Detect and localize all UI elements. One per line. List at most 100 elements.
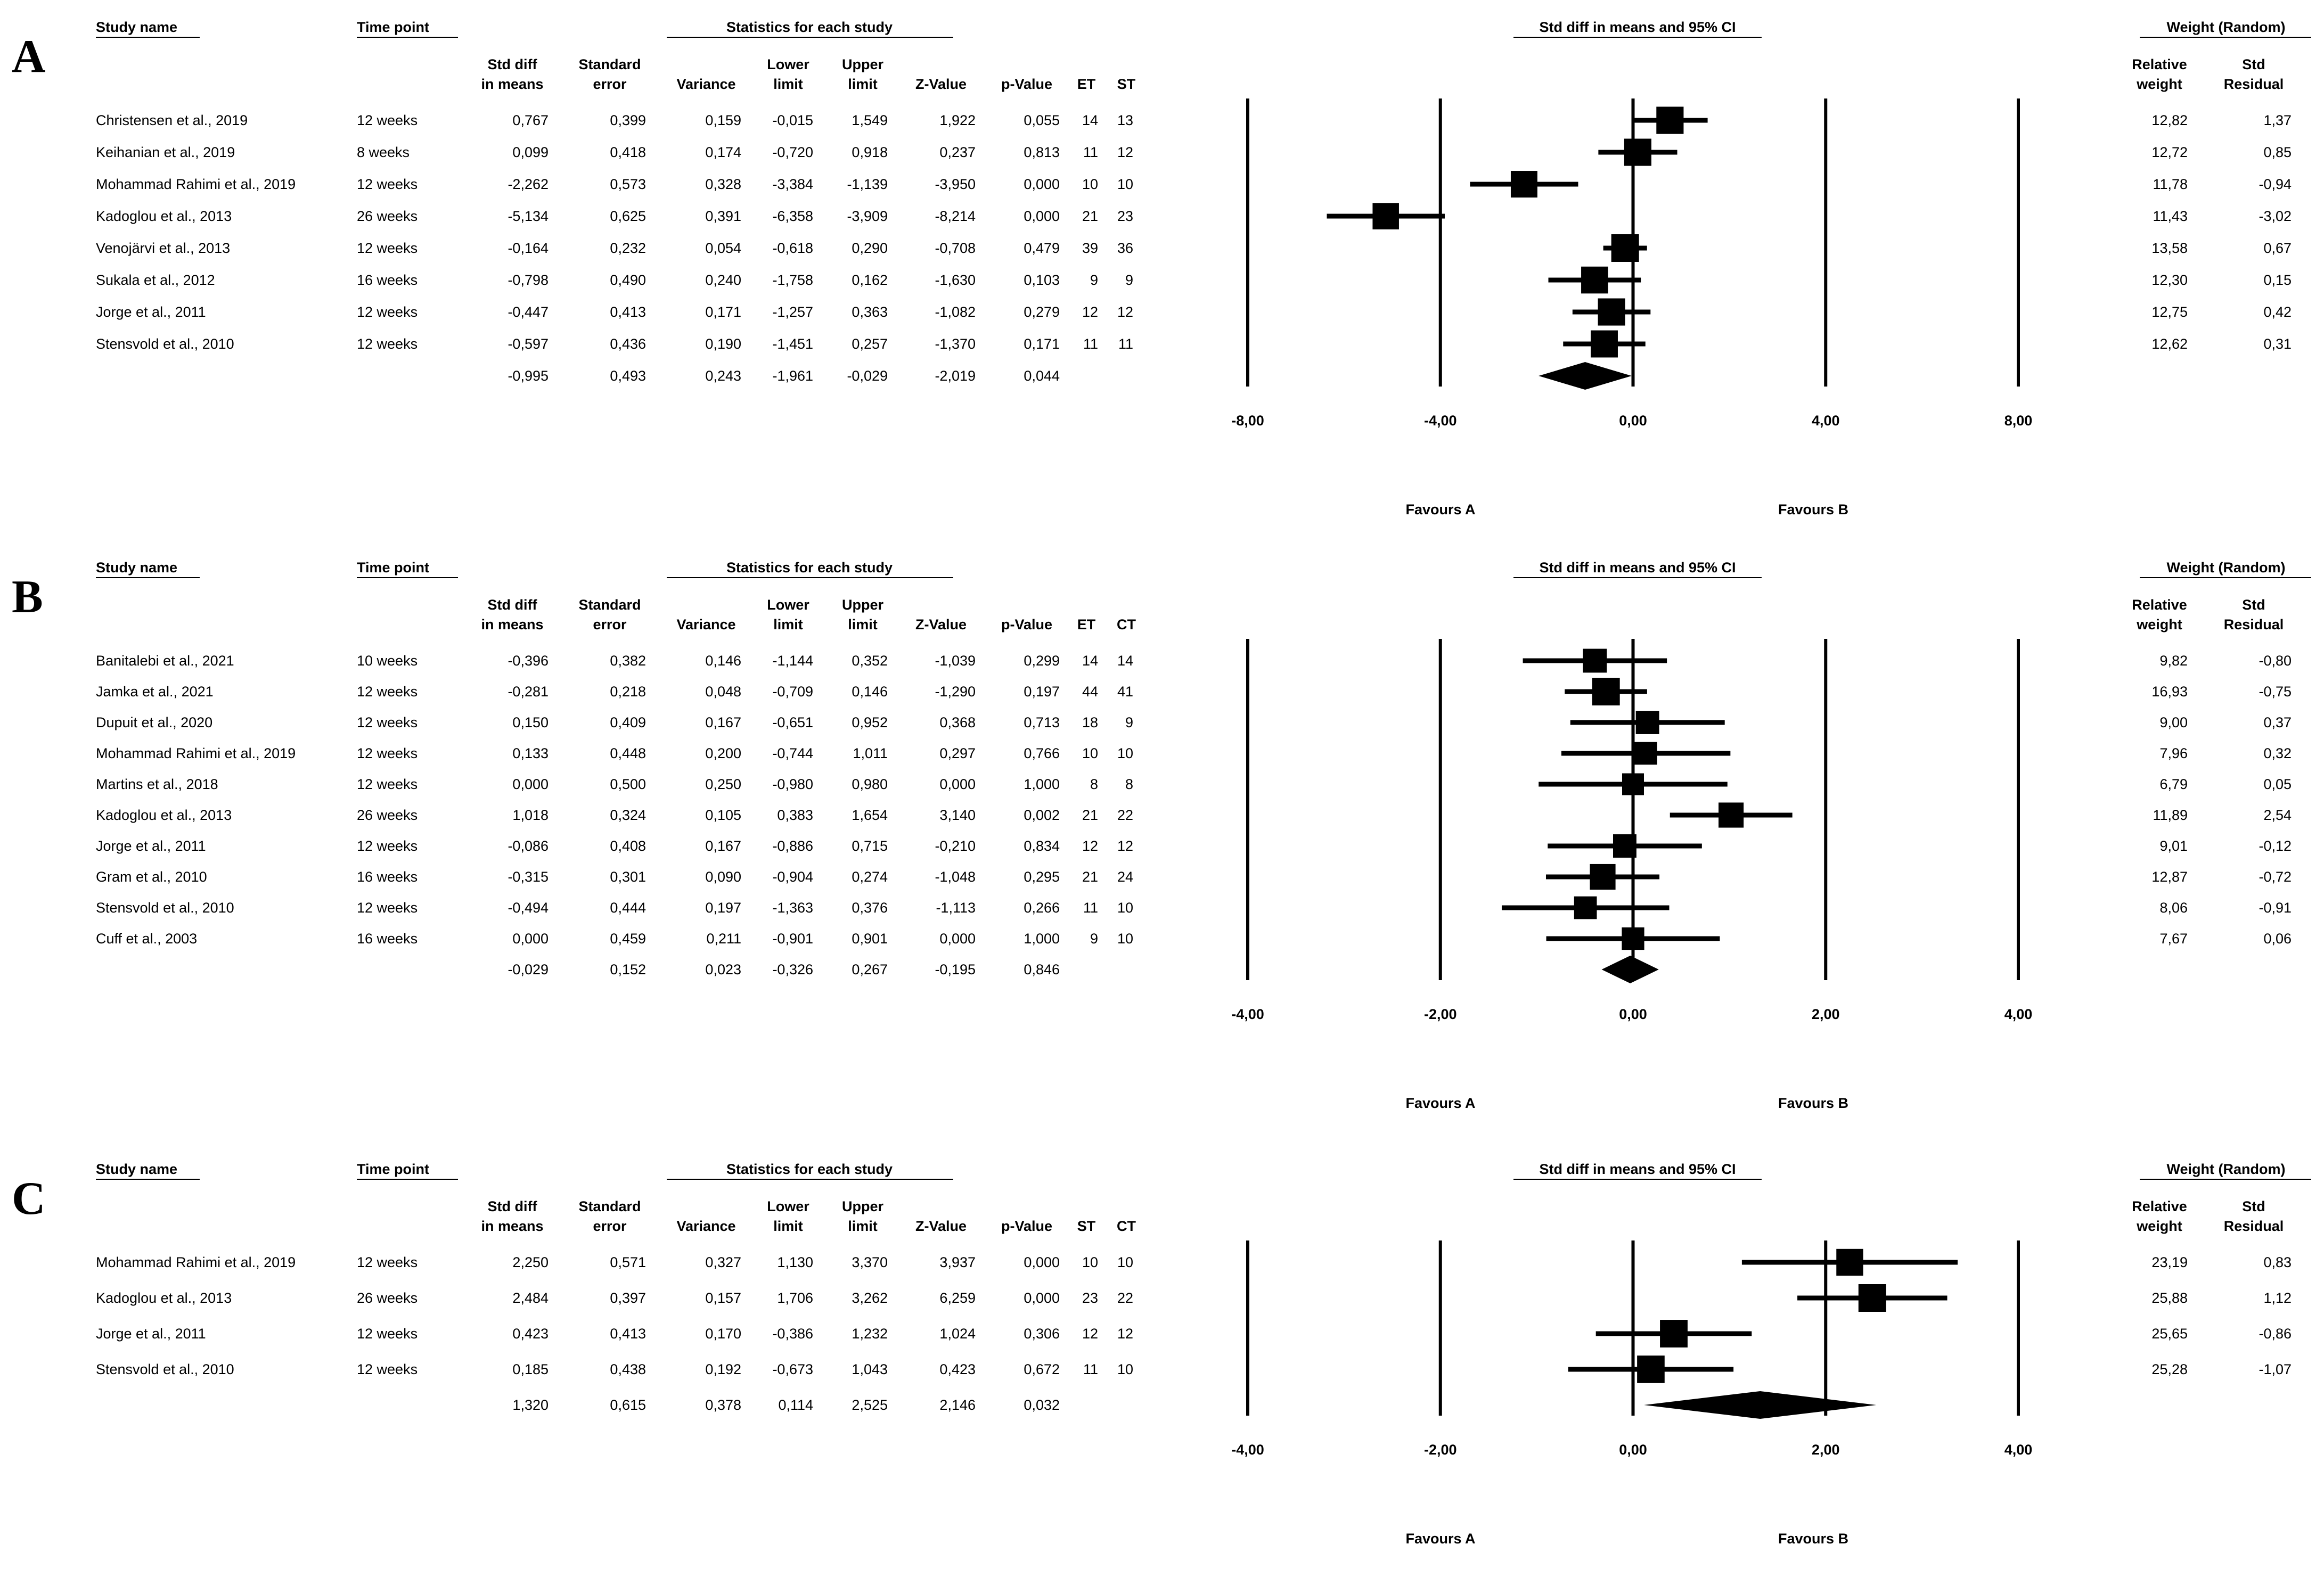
- time-point: 8 weeks: [357, 144, 410, 160]
- upper-limit-value: -3,909: [847, 208, 888, 224]
- standard-error-value: 0,301: [610, 869, 646, 885]
- std-diff-value: -0,798: [508, 272, 549, 288]
- time-point: 12 weeks: [357, 336, 418, 352]
- std-diff-value: -0,281: [508, 684, 549, 700]
- weight-header: Weight (Random): [2167, 1161, 2286, 1177]
- time-point: 26 weeks: [357, 807, 418, 823]
- effect-square: [1510, 171, 1537, 198]
- summary-std-diff: -0,029: [508, 962, 549, 977]
- effect-square: [1590, 864, 1616, 890]
- upper-limit-value: 1,043: [852, 1361, 888, 1377]
- std-residual-value: -0,80: [2258, 653, 2292, 669]
- group2-n: 24: [1117, 869, 1133, 885]
- time-point: 12 weeks: [357, 112, 418, 128]
- group1-n-header: ST: [1077, 1218, 1096, 1234]
- standard-error-header: error: [593, 1218, 627, 1234]
- group1-n: 10: [1082, 745, 1098, 761]
- effect-square: [1858, 1284, 1886, 1312]
- weight-header: Weight (Random): [2167, 560, 2286, 576]
- x-tick-label: 4,00: [2004, 1006, 2033, 1022]
- z-value: -3,950: [935, 176, 976, 192]
- std-residual-header: Residual: [2224, 1218, 2284, 1234]
- variance-value: 0,174: [705, 144, 741, 160]
- panel-letter: C: [12, 1173, 46, 1225]
- group2-n: 12: [1117, 304, 1133, 320]
- std-residual-value: 0,31: [2263, 336, 2292, 352]
- x-tick-label: 2,00: [1812, 1442, 1840, 1458]
- summary-upper-limit: 2,525: [852, 1397, 888, 1413]
- favours-a-label: Favours A: [1405, 1095, 1475, 1111]
- lower-limit-value: -0,904: [772, 869, 813, 885]
- panel-letter: B: [12, 571, 43, 623]
- group1-n: 21: [1082, 869, 1098, 885]
- std-residual-value: 0,37: [2263, 714, 2292, 730]
- std-diff-value: 1,018: [512, 807, 549, 823]
- standard-error-header: error: [593, 617, 627, 632]
- time-point: 12 weeks: [357, 745, 418, 761]
- variance-value: 0,159: [705, 112, 741, 128]
- p-value-header: p-Value: [1001, 1218, 1052, 1234]
- study-row: Mohammad Rahimi et al., 2019 12 weeks 0,13…: [96, 742, 2292, 765]
- lower-limit-value: 1,706: [777, 1290, 813, 1306]
- group2-n-header: CT: [1117, 1218, 1136, 1234]
- lower-limit-value: -1,451: [772, 336, 813, 352]
- relative-weight-header: Relative: [2132, 56, 2187, 72]
- z-value: 1,922: [939, 112, 976, 128]
- std-residual-value: 1,12: [2263, 1290, 2292, 1306]
- study-name: Gram et al., 2010: [96, 869, 207, 885]
- std-residual-header: Residual: [2224, 76, 2284, 92]
- variance-value: 0,327: [705, 1254, 741, 1270]
- lower-limit-header: Lower: [767, 597, 809, 613]
- summary-upper-limit: 0,267: [852, 962, 888, 977]
- summary-z-value: -2,019: [935, 368, 976, 384]
- group2-n: 12: [1117, 144, 1133, 160]
- z-value: 0,423: [939, 1361, 976, 1377]
- std-residual-value: -0,12: [2258, 838, 2292, 854]
- p-value: 0,813: [1024, 144, 1060, 160]
- favours-b-label: Favours B: [1778, 1531, 1848, 1547]
- summary-diamond: [1601, 956, 1659, 983]
- x-tick-label: 4,00: [2004, 1442, 2033, 1458]
- std-diff-value: 0,133: [512, 745, 549, 761]
- lower-limit-value: -0,015: [772, 112, 813, 128]
- upper-limit-value: 0,980: [852, 776, 888, 792]
- study-name: Sukala et al., 2012: [96, 272, 215, 288]
- p-value: 0,055: [1024, 112, 1060, 128]
- relative-weight-value: 9,82: [2159, 653, 2188, 669]
- forest-panel-b: B Study name Time point Statistics for each…: [12, 560, 2311, 1111]
- group2-n-header: CT: [1117, 617, 1136, 632]
- relative-weight-value: 12,87: [2151, 869, 2188, 885]
- study-name: Mohammad Rahimi et al., 2019: [96, 176, 296, 192]
- group2-n: 41: [1117, 684, 1133, 700]
- relative-weight-value: 12,72: [2151, 144, 2188, 160]
- relative-weight-value: 25,28: [2151, 1361, 2188, 1377]
- group1-n-header: ET: [1077, 617, 1096, 632]
- std-residual-header: Std: [2242, 597, 2265, 613]
- summary-diamond: [1644, 1391, 1877, 1419]
- effect-square: [1622, 927, 1644, 950]
- effect-square: [1656, 106, 1684, 134]
- relative-weight-value: 13,58: [2151, 240, 2188, 256]
- study-name-header: Study name: [96, 19, 177, 35]
- effect-square: [1622, 773, 1644, 795]
- upper-limit-header: limit: [848, 1218, 878, 1234]
- upper-limit-value: 1,654: [852, 807, 888, 823]
- group2-n: 10: [1117, 900, 1133, 916]
- std-residual-value: -0,72: [2258, 869, 2292, 885]
- p-value: 0,103: [1024, 272, 1060, 288]
- group1-n: 23: [1082, 1290, 1098, 1306]
- summary-p-value: 0,044: [1024, 368, 1060, 384]
- upper-limit-value: 1,232: [852, 1326, 888, 1342]
- study-name: Kadoglou et al., 2013: [96, 807, 232, 823]
- p-value: 0,713: [1024, 714, 1060, 730]
- relative-weight-value: 23,19: [2151, 1254, 2188, 1270]
- summary-diamond: [1539, 362, 1632, 390]
- group2-n: 22: [1117, 1290, 1133, 1306]
- study-name: Martins et al., 2018: [96, 776, 218, 792]
- group1-n: 21: [1082, 807, 1098, 823]
- study-row: Kadoglou et al., 2013 26 weeks 1,018 0,324 0…: [96, 802, 2292, 828]
- summary-standard-error: 0,152: [610, 962, 646, 977]
- std-residual-value: -0,75: [2258, 684, 2292, 700]
- std-residual-value: -0,94: [2258, 176, 2292, 192]
- effect-square: [1611, 234, 1639, 262]
